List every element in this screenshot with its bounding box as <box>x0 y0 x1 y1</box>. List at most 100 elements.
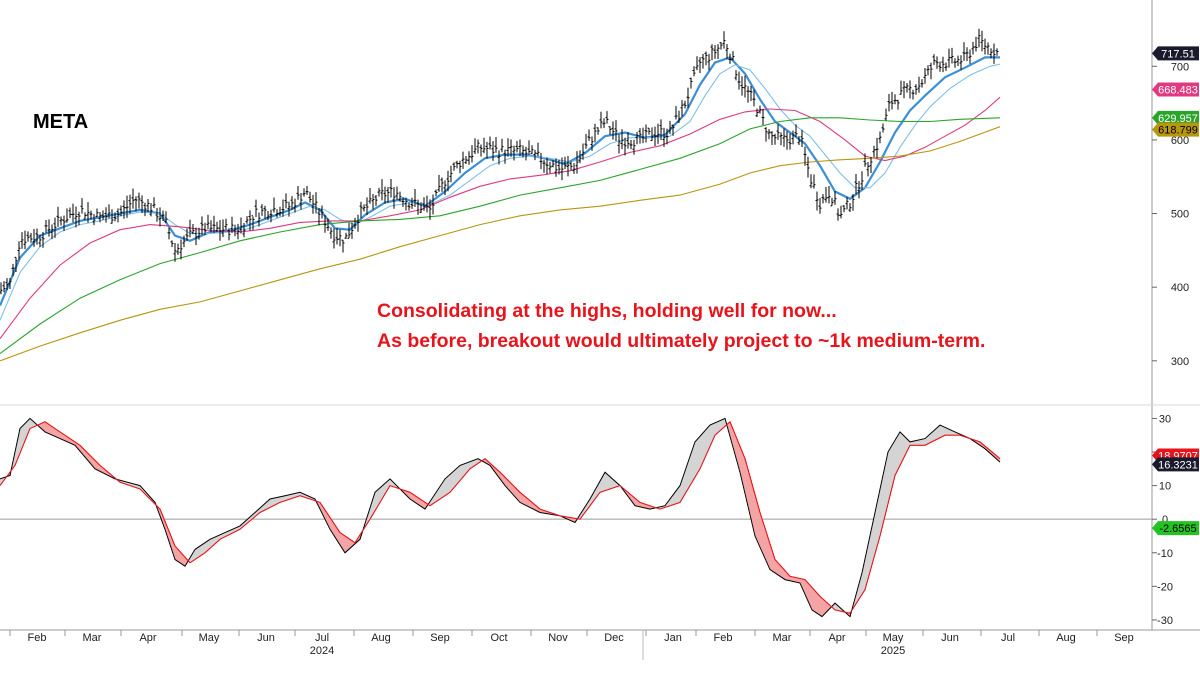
osc-fill-slice <box>255 512 257 517</box>
osc-fill-slice <box>573 518 575 522</box>
osc-fill-slice <box>857 591 859 603</box>
osc-fill-slice <box>278 497 280 504</box>
osc-fill-slice <box>881 484 883 532</box>
ohlc-bar <box>164 211 168 223</box>
ohlc-bar <box>794 124 798 137</box>
osc-fill-slice <box>682 479 684 500</box>
price-ytick-label: 300 <box>1171 356 1189 368</box>
osc-fill-slice <box>416 496 418 504</box>
ohlc-bar <box>881 123 885 133</box>
osc-fill-slice <box>809 584 811 604</box>
osc-fill-slice <box>471 461 473 469</box>
osc-fill-slice <box>292 494 294 499</box>
osc-fill-slice <box>568 517 570 520</box>
osc-fill-slice <box>669 500 671 507</box>
osc-fill-slice <box>874 517 876 558</box>
osc-fill-slice <box>989 449 991 453</box>
osc-fill-slice <box>218 535 220 542</box>
osc-fill-slice <box>790 576 792 581</box>
osc-fill-slice <box>692 450 694 483</box>
osc-fill-slice <box>977 440 979 444</box>
price-value-tag: 618.799 <box>1152 122 1199 137</box>
osc-fill-slice <box>485 458 487 463</box>
ohlc-bar <box>77 211 81 226</box>
osc-fill-slice <box>227 531 229 536</box>
ohlc-bar <box>134 196 138 212</box>
osc-fill-slice <box>304 494 306 498</box>
osc-fill-slice <box>251 516 253 521</box>
osc-fill-slice <box>254 513 256 518</box>
osc-fill-slice <box>604 473 606 491</box>
osc-fill-slice <box>917 440 919 446</box>
osc-fill-slice <box>274 498 276 506</box>
osc-fill-slice <box>782 567 784 578</box>
osc-fill-slice <box>357 539 359 543</box>
osc-fill-slice <box>291 494 293 499</box>
ohlc-bar <box>176 243 180 255</box>
osc-fill-slice <box>492 465 494 469</box>
osc-fill-slice <box>811 586 813 608</box>
osc-fill-slice <box>258 509 260 515</box>
ohlc-bar <box>752 89 756 107</box>
osc-fill-slice <box>85 450 87 458</box>
osc-ytick-label: 10 <box>1159 481 1171 493</box>
osc-fill-slice <box>46 422 48 433</box>
osc-fill-slice <box>64 434 66 441</box>
ohlc-bar <box>992 43 996 64</box>
osc-fill-slice <box>216 536 218 543</box>
osc-fill-slice <box>82 447 84 454</box>
osc-fill-slice <box>145 491 147 495</box>
osc-fill-slice <box>419 498 421 506</box>
osc-fill-slice <box>133 483 135 487</box>
osc-fill-slice <box>320 502 322 510</box>
ohlc-bar <box>68 207 72 219</box>
osc-fill-slice <box>175 546 177 560</box>
osc-fill-slice <box>170 533 172 545</box>
ohlc-bar <box>551 159 555 168</box>
osc-fill-slice <box>791 576 793 581</box>
osc-fill-slice <box>27 421 29 436</box>
osc-fill-slice <box>326 511 328 522</box>
osc-fill-slice <box>695 441 697 478</box>
osc-fill-slice <box>475 459 477 466</box>
ohlc-bar <box>749 86 753 102</box>
osc-fill-slice <box>308 495 310 499</box>
osc-fill-slice <box>18 437 20 459</box>
osc-fill-slice <box>526 497 528 506</box>
osc-fill-slice <box>51 425 53 435</box>
ohlc-bar <box>821 193 825 204</box>
osc-fill-slice <box>745 458 747 494</box>
osc-fill-slice <box>233 529 235 533</box>
osc-ytick-label: -20 <box>1157 581 1173 593</box>
osc-fill-slice <box>179 550 181 563</box>
osc-fill-slice <box>760 512 762 548</box>
osc-fill-slice <box>458 467 460 483</box>
ohlc-bar <box>263 205 267 219</box>
xtick-label: Aug <box>371 632 391 644</box>
osc-fill-slice <box>589 500 591 508</box>
osc-fill-slice <box>643 503 645 508</box>
osc-fill-slice <box>717 422 719 434</box>
osc-fill-slice <box>186 558 188 565</box>
ohlc-bar <box>413 188 417 207</box>
ohlc-bar <box>368 187 372 204</box>
osc-fill-slice <box>334 523 336 536</box>
osc-fill-slice <box>757 501 759 541</box>
osc-fill-slice <box>511 483 513 493</box>
osc-fill-slice <box>279 497 281 503</box>
osc-fill-slice <box>323 506 325 516</box>
osc-fill-slice <box>667 503 669 507</box>
ohlc-bar <box>674 105 678 120</box>
osc-fill-slice <box>213 537 215 546</box>
osc-fill-slice <box>338 529 340 542</box>
osc-fill-slice <box>741 448 743 477</box>
osc-fill-slice <box>764 525 766 557</box>
osc-fill-slice <box>784 569 786 579</box>
osc-fill-slice <box>439 487 441 500</box>
osc-fill-slice <box>675 492 677 505</box>
ohlc-bar <box>617 134 621 154</box>
osc-fill-slice <box>539 508 541 512</box>
osc-fill-slice <box>810 585 812 606</box>
osc-fill-slice <box>94 459 96 468</box>
